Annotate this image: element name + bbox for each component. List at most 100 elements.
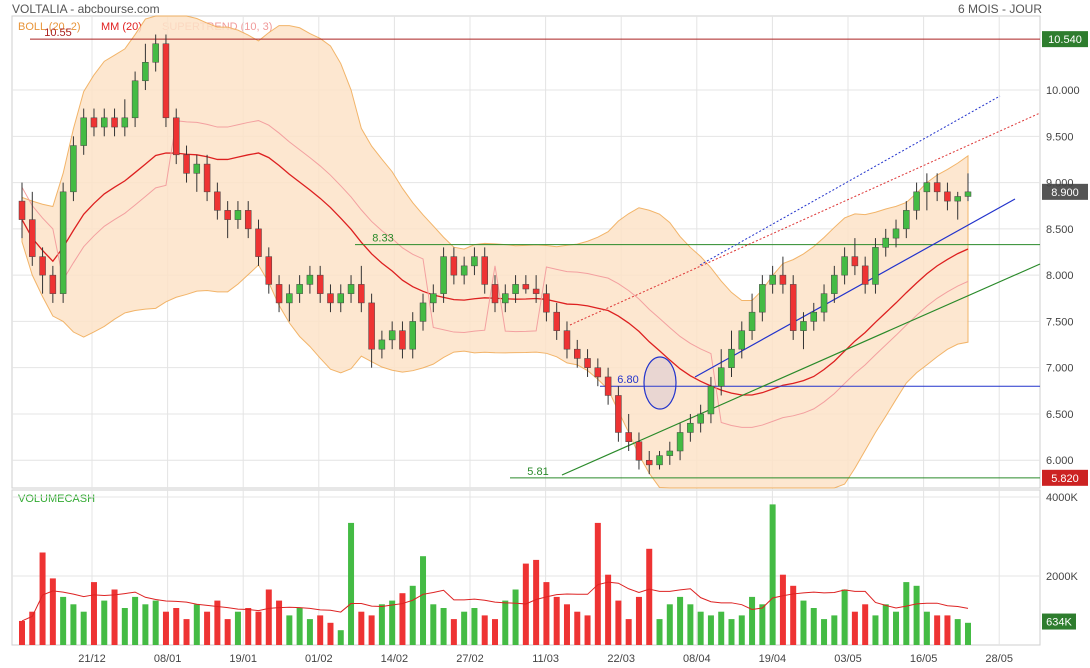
- candle-body: [574, 348, 581, 359]
- candle-body: [944, 191, 951, 202]
- volume-bar: [481, 615, 488, 645]
- candle-body: [748, 311, 756, 331]
- volume-bar: [399, 593, 406, 645]
- last-volume-label: 634K: [1046, 617, 1072, 629]
- volume-bar: [656, 619, 663, 645]
- volume-bar: [90, 582, 97, 645]
- candle-body: [532, 288, 540, 294]
- candle-body: [717, 367, 725, 387]
- candle-body: [810, 311, 818, 322]
- volume-bar: [378, 604, 385, 645]
- volume-bar: [584, 615, 591, 645]
- volume-bar: [152, 600, 159, 645]
- volume-bar: [358, 611, 365, 645]
- x-tick-label: 14/02: [381, 653, 409, 665]
- highlight-ellipse: [643, 356, 677, 410]
- candle-body: [49, 274, 57, 294]
- volume-bar: [841, 589, 848, 645]
- price-tick-label: 7.500: [1046, 316, 1074, 328]
- volume-tick-label: 4000K: [1046, 492, 1078, 504]
- volume-bar: [872, 615, 879, 645]
- candle-body: [59, 191, 67, 294]
- level-tag: [1042, 31, 1088, 48]
- volume-bar: [605, 574, 612, 645]
- legend-boll: BOLL (20, 2): [18, 21, 81, 33]
- candle-body: [388, 330, 396, 341]
- volume-bar: [224, 619, 231, 645]
- volume-bar: [183, 619, 190, 645]
- chart-title: VOLTALIA - abcbourse.com: [12, 2, 160, 16]
- last-price-label: 8.900: [1051, 187, 1079, 199]
- candle-body: [224, 210, 231, 220]
- volume-bar: [337, 630, 344, 645]
- level-label: 8.33: [372, 233, 393, 245]
- volume-bar: [635, 596, 642, 645]
- candle-body: [399, 330, 406, 350]
- candle-body: [892, 228, 900, 239]
- volume-bar: [574, 611, 581, 645]
- level-label: 5.81: [527, 466, 548, 478]
- candle-body: [687, 422, 694, 433]
- volume-bar: [934, 615, 941, 645]
- volume-bar: [389, 600, 396, 645]
- candle-body: [80, 117, 87, 146]
- volume-bar: [882, 604, 889, 645]
- candle-body: [882, 237, 889, 248]
- volume-bar: [893, 611, 900, 645]
- candle-body: [471, 256, 478, 267]
- candle-body: [728, 348, 735, 368]
- volume-bar: [769, 504, 776, 645]
- candle-body: [903, 210, 910, 230]
- candle-body: [460, 265, 468, 276]
- volume-bar: [204, 611, 211, 645]
- volume-bar: [749, 596, 756, 645]
- candle-body: [656, 455, 663, 466]
- candle-body: [851, 256, 859, 267]
- volume-bar: [594, 522, 601, 645]
- candle-body: [697, 413, 704, 424]
- volume-bar: [111, 589, 118, 645]
- candle-body: [615, 395, 622, 433]
- volume-bar: [317, 615, 324, 645]
- candle-body: [265, 256, 273, 285]
- volume-bar: [913, 585, 920, 645]
- volume-bar: [368, 615, 375, 645]
- candle-body: [584, 358, 591, 368]
- candle-body: [18, 200, 26, 220]
- price-tick-label: 7.000: [1046, 363, 1074, 375]
- volume-bar: [70, 604, 77, 645]
- candle-body: [70, 145, 77, 193]
- support-trendline: [561, 263, 1041, 476]
- volume-bar: [327, 622, 334, 645]
- candle-body: [604, 376, 612, 396]
- volume-bar: [646, 548, 653, 645]
- candle-body: [419, 302, 427, 322]
- volume-bar: [471, 608, 478, 645]
- volume-bar: [173, 608, 180, 645]
- volume-bar: [831, 615, 838, 645]
- level-tag-label: 10.540: [1048, 34, 1082, 46]
- candle-body: [789, 284, 797, 331]
- volume-bar: [903, 582, 910, 645]
- price-tick-label: 8.500: [1046, 224, 1074, 236]
- candle-body: [779, 274, 787, 285]
- volume-bar: [677, 596, 684, 645]
- candle-body: [522, 284, 530, 290]
- volume-bar: [430, 604, 437, 645]
- candle-body: [831, 274, 838, 294]
- candle-body: [481, 256, 488, 285]
- candle-body: [121, 117, 129, 128]
- x-tick-label: 03/05: [834, 653, 862, 665]
- x-tick-label: 01/02: [305, 653, 333, 665]
- level-tag-label: 5.820: [1051, 473, 1079, 485]
- candle-body: [676, 432, 684, 452]
- volume-bar: [49, 578, 56, 645]
- candle-body: [368, 302, 375, 350]
- candle-body: [594, 367, 602, 378]
- volume-bar: [29, 611, 36, 645]
- supertrend-line: [21, 120, 969, 428]
- candle-body: [553, 311, 560, 331]
- projection-red: [569, 112, 1041, 326]
- volume-label: VOLUMECASH: [18, 493, 96, 505]
